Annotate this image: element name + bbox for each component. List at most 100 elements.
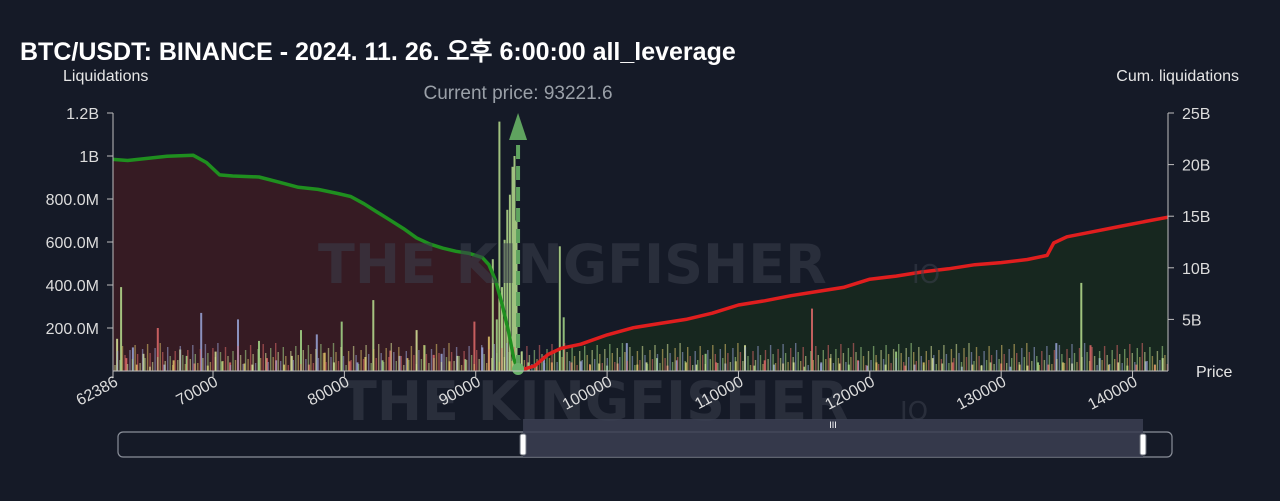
liquidation-bar	[556, 362, 558, 371]
liquidation-bar	[1135, 364, 1138, 371]
liquidation-bar	[744, 347, 747, 371]
watermark-suffix: IO	[912, 260, 940, 290]
liquidation-bar	[1048, 355, 1051, 371]
liquidation-bar	[571, 347, 573, 371]
liquidation-bar	[679, 343, 681, 371]
liquidation-bar	[375, 358, 377, 371]
slider-handle-right[interactable]	[1139, 433, 1147, 456]
liquidation-bar	[1117, 362, 1120, 371]
liquidation-bar	[207, 353, 209, 371]
liquidation-bar	[458, 356, 460, 371]
liquidation-bar	[234, 360, 237, 371]
liquidation-bar	[300, 330, 302, 371]
liquidation-bar	[709, 359, 711, 371]
liquidation-bar	[769, 345, 772, 371]
liquidation-bar	[163, 364, 166, 371]
liquidation-bar	[389, 350, 392, 371]
liquidation-bar	[237, 346, 239, 371]
liquidation-bar	[1093, 356, 1096, 371]
liquidation-bar	[619, 357, 621, 371]
liquidation-bar	[1106, 355, 1108, 371]
liquidation-bar	[1098, 351, 1101, 371]
liquidation-bar	[1071, 344, 1073, 371]
liquidation-bar	[185, 355, 188, 371]
liquidation-bar	[156, 328, 159, 371]
liquidation-bar	[995, 350, 998, 371]
liquidation-bar	[508, 352, 510, 371]
chart-title: BTC/USDT: BINANCE - 2024. 11. 26. 오후 6:0…	[20, 38, 736, 66]
liquidation-bar	[1121, 363, 1123, 371]
liquidation-bar	[535, 363, 538, 371]
liquidation-bar	[1061, 362, 1064, 371]
liquidation-bar	[403, 365, 405, 371]
liquidation-bar	[950, 349, 953, 371]
liquidation-bar	[541, 354, 543, 371]
liquidation-bar	[1009, 366, 1012, 371]
liquidation-bar	[1021, 348, 1023, 371]
liquidation-bar	[464, 359, 467, 371]
liquidation-bar	[975, 347, 978, 371]
liquidation-bar	[903, 362, 905, 371]
liquidation-bar	[200, 312, 203, 371]
liquidation-bar	[335, 352, 337, 371]
liquidation-bar	[694, 351, 696, 371]
liquidation-bar	[445, 357, 448, 371]
liquidation-bar	[904, 365, 907, 371]
slider-selected-window[interactable]	[523, 419, 1143, 457]
liquidation-bar	[277, 352, 279, 371]
liquidation-bar	[327, 348, 330, 371]
slider-grip[interactable]: III	[829, 420, 837, 430]
liquidation-bar	[258, 340, 260, 371]
range-slider[interactable]: III	[117, 419, 1173, 458]
liquidation-bar	[1068, 358, 1071, 371]
liquidation-bar	[342, 356, 345, 371]
liquidation-bar	[659, 363, 661, 371]
liquidation-bar	[651, 359, 654, 371]
liquidation-bar	[626, 361, 629, 371]
liquidation-bar	[194, 354, 196, 371]
liquidation-bar	[503, 239, 506, 371]
liquidation-bar	[528, 355, 531, 371]
liquidation-bar	[973, 361, 975, 371]
y-tick-label-left: 200.0M	[46, 321, 99, 338]
liquidation-bar	[453, 361, 455, 371]
liquidation-bar	[1063, 363, 1066, 371]
liquidation-bar	[584, 346, 586, 371]
liquidation-bar	[825, 359, 827, 371]
liquidation-bar	[212, 348, 214, 371]
liquidation-bar	[503, 357, 505, 371]
liquidation-bar	[413, 355, 415, 371]
liquidation-bar	[594, 359, 596, 371]
liquidation-bar	[865, 365, 867, 371]
liquidation-bar	[1081, 357, 1083, 371]
liquidation-bar	[1038, 365, 1040, 371]
liquidation-bar	[671, 362, 674, 371]
liquidation-bar	[370, 363, 372, 371]
liquidation-bar	[470, 355, 473, 371]
liquidation-bar	[1136, 348, 1138, 371]
liquidation-bar	[184, 364, 186, 371]
liquidation-bar	[681, 352, 684, 371]
liquidation-bar	[209, 362, 212, 371]
liquidation-bar	[325, 362, 327, 371]
liquidation-bar	[217, 343, 219, 371]
liquidation-bar	[774, 363, 777, 371]
liquidation-bar	[800, 361, 802, 371]
liquidation-bar	[227, 356, 229, 371]
liquidation-bar	[126, 364, 129, 371]
liquidation-bar	[842, 353, 845, 371]
liquidation-bar	[1144, 361, 1147, 371]
liquidation-bar	[172, 365, 174, 371]
liquidation-bar	[918, 347, 920, 371]
liquidation-bar	[563, 343, 566, 371]
slider-handle-left[interactable]	[519, 433, 527, 456]
liquidation-bar	[835, 349, 837, 371]
liquidation-bar	[1091, 347, 1093, 371]
liquidation-bar	[576, 365, 578, 371]
liquidation-bar	[910, 343, 912, 371]
liquidation-bar	[221, 361, 224, 371]
liquidation-bar	[1129, 344, 1131, 371]
liquidation-bar	[129, 350, 131, 371]
watermark-text: THE KINGFISHER	[318, 233, 827, 296]
liquidation-bar	[649, 350, 651, 371]
